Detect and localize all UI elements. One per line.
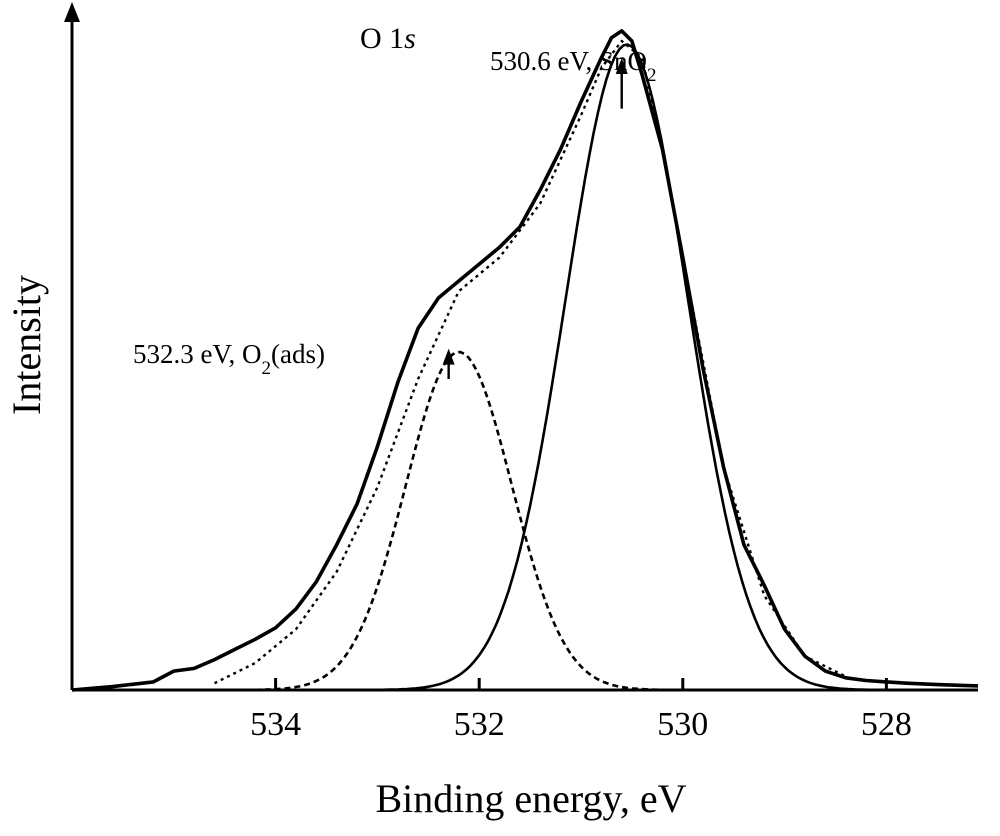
annotation-o2-ads: 532.3 eV, O2(ads) <box>133 339 325 379</box>
y-axis-title: Intensity <box>4 275 49 415</box>
x-ticks: 534 532 530 528 <box>250 678 912 743</box>
series-group <box>71 29 979 692</box>
x-tick-label-528: 528 <box>861 706 912 743</box>
annotation-arrows <box>442 57 628 380</box>
x-axis-title: Binding energy, eV <box>375 776 686 821</box>
series-line-dotted <box>213 39 847 685</box>
series-line-dashed <box>214 350 683 692</box>
series-line-solid <box>377 43 887 692</box>
annotation-arrowhead-0 <box>442 348 455 365</box>
annotation-arrowhead-1 <box>615 57 628 74</box>
annotation-sno2: 530.6 eV, SnO2 <box>490 46 657 86</box>
chart-title: O 1s <box>360 22 416 55</box>
x-tick-label-532: 532 <box>454 706 505 743</box>
y-axis-arrow <box>64 2 80 22</box>
x-tick-label-530: 530 <box>657 706 708 743</box>
x-tick-label-534: 534 <box>250 706 301 743</box>
